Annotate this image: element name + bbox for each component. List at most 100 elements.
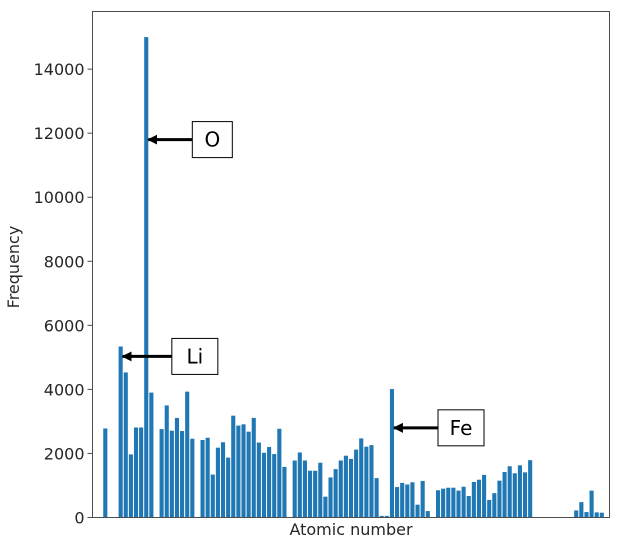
bar [297,452,302,518]
bar [502,472,507,518]
bar [579,502,584,518]
bar [415,504,420,518]
bar [185,391,190,518]
bar [512,473,517,518]
bar [333,469,338,518]
bar [318,462,323,518]
bar [149,392,154,518]
bar [471,481,476,518]
bar [220,442,226,518]
bar [528,460,533,518]
bar [210,474,215,518]
bar [492,493,497,518]
bar [328,477,333,518]
bar [128,454,133,518]
bar [226,457,231,518]
y-axis-title: Frequency [4,226,23,309]
bar [164,405,169,518]
bar [405,484,410,518]
bar [482,474,487,518]
bar [338,460,343,518]
annotations-group: O Li Fe [121,121,485,447]
bar [292,460,297,518]
annotation-box [171,337,219,375]
bar [313,470,318,518]
bar [133,427,139,518]
bar [441,488,446,518]
bar [517,465,522,518]
bar [180,431,185,518]
bar [354,449,359,518]
bar [359,438,364,518]
bar [456,490,461,518]
y-axis: 0 2000 4000 6000 8000 10000 12000 14000 [34,60,93,528]
bar [446,487,451,518]
bar [308,470,313,518]
bar [435,490,441,518]
bar [343,455,348,518]
bar [267,447,272,518]
bar [476,479,482,518]
bar [246,431,251,518]
bar [256,442,261,518]
bars-group [103,37,604,518]
y-tick-label: 4000 [44,380,85,399]
bar [594,512,599,518]
bar [522,472,528,518]
bar [231,415,236,518]
bar [139,427,144,518]
y-tick-label: 14000 [34,60,85,79]
bar [282,466,287,518]
bar [103,428,108,518]
y-tick-label: 2000 [44,444,85,463]
bar [272,454,277,518]
bar [348,458,354,518]
y-tick-label: 12000 [34,124,85,143]
bar [487,499,492,518]
bar [123,372,128,518]
bar [251,417,256,518]
annotation-label: O [204,128,220,152]
bar [169,430,174,518]
bar [261,452,267,518]
annotation-label: Fe [450,416,473,440]
bar [466,496,471,518]
bar [277,428,282,518]
bar [159,429,164,518]
bar [323,496,328,518]
bar [205,437,210,518]
bar [190,438,195,518]
bar [497,480,502,518]
bar [584,512,589,518]
bar [384,515,389,518]
bar [507,466,512,518]
bar [236,425,241,518]
x-axis-title: Atomic number [289,520,413,539]
bar [241,424,246,518]
bar [589,490,594,518]
annotation-box [191,121,233,159]
bar [215,447,220,518]
bar [118,346,123,518]
y-tick-label: 10000 [34,188,85,207]
bar [599,512,604,518]
bar [574,510,579,518]
y-tick-label: 6000 [44,316,85,335]
bar [395,487,400,518]
bar [389,389,394,518]
bar [425,511,430,518]
bar [379,515,384,518]
bar [200,440,205,518]
bar [364,446,369,518]
bar [369,445,374,518]
y-tick-label: 8000 [44,252,85,271]
bar [410,482,415,518]
annotation-label: Li [186,344,203,368]
y-tick-label: 0 [74,509,84,528]
bar [451,487,456,518]
bar [302,460,307,518]
bar [420,480,425,518]
bar [461,486,466,518]
annotation-box [437,409,485,447]
